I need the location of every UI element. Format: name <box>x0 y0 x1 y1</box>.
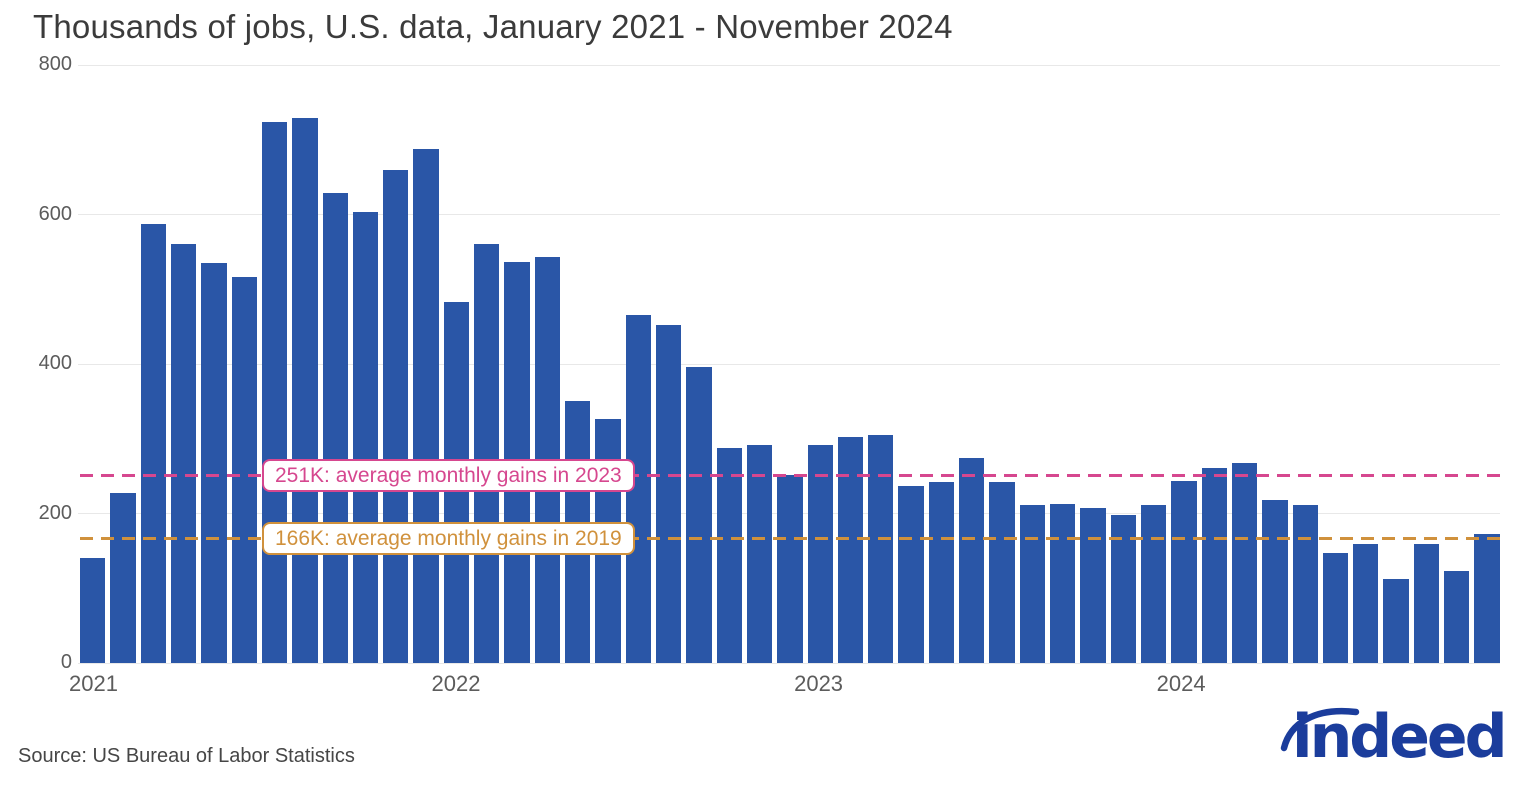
bar-nov-2021 <box>383 170 409 663</box>
bar-nov-2024 <box>1474 533 1500 663</box>
bar-sep-2024 <box>1413 544 1440 663</box>
y-axis-tick-label: 600 <box>38 202 72 225</box>
page-title: Thousands of jobs, U.S. data, January 20… <box>33 8 953 45</box>
bar-jul-2023 <box>989 482 1015 663</box>
bar-oct-2024 <box>1444 571 1470 663</box>
bar-may-2021 <box>201 263 227 663</box>
x-axis-year-label: 2022 <box>431 671 481 696</box>
bar-aug-2023 <box>1019 505 1045 663</box>
reference-line-avg-2023 <box>80 473 1500 477</box>
gridline-400 <box>78 363 1500 365</box>
bar-oct-2023 <box>1080 508 1106 663</box>
bar-jan-2024 <box>1171 481 1197 663</box>
bar-may-2024 <box>1292 505 1318 663</box>
bar-jan-2021 <box>80 558 106 663</box>
indeed-logo: indeed <box>1272 698 1508 782</box>
bars-group <box>80 65 1500 663</box>
bar-jun-2023 <box>959 458 985 663</box>
bar-aug-2022 <box>655 325 682 663</box>
bar-mar-2023 <box>868 435 894 663</box>
indeed-logo-text: indeed <box>1292 702 1508 772</box>
bar-jan-2023 <box>807 444 833 663</box>
bar-aug-2021 <box>292 118 318 663</box>
bar-feb-2021 <box>110 493 136 663</box>
bar-oct-2021 <box>352 212 379 663</box>
bar-dec-2022 <box>777 475 803 663</box>
bar-sep-2022 <box>686 367 712 663</box>
reference-line-label-avg-2023: 251K: average monthly gains in 2023 <box>262 458 635 492</box>
y-axis-tick-label: 400 <box>38 352 72 374</box>
bar-jul-2024 <box>1353 544 1379 663</box>
reference-line-avg-2019 <box>80 537 1500 541</box>
bar-dec-2021 <box>413 148 439 663</box>
gridline-600 <box>78 214 1500 215</box>
gridline-0 <box>78 662 1500 664</box>
bar-oct-2022 <box>716 448 742 663</box>
x-axis-year-label: 2024 <box>1156 671 1206 696</box>
bar-nov-2022 <box>746 445 773 663</box>
plot-area: 251K: average monthly gains in 2023 166K:… <box>78 64 1500 664</box>
indeed-logo-swoosh-icon <box>1280 707 1360 752</box>
bar-sep-2023 <box>1050 503 1076 663</box>
y-axis-tick-label: 0 <box>60 651 72 673</box>
bar-sep-2021 <box>322 192 348 663</box>
gridline-800 <box>78 64 1500 66</box>
bar-jun-2024 <box>1322 553 1349 663</box>
bar-feb-2022 <box>474 243 500 663</box>
bar-feb-2023 <box>837 437 864 663</box>
x-axis-year-label: 2023 <box>794 671 844 696</box>
bar-jun-2021 <box>231 277 257 663</box>
bar-feb-2024 <box>1201 467 1227 663</box>
bar-jul-2021 <box>261 121 288 663</box>
bar-mar-2021 <box>140 224 166 663</box>
y-axis-tick-label: 800 <box>38 53 72 75</box>
source-note: Source: US Bureau of Labor Statistics <box>18 745 355 767</box>
x-axis-year-label: 2021 <box>69 671 118 696</box>
bar-apr-2021 <box>170 244 197 663</box>
bar-apr-2023 <box>898 485 924 663</box>
reference-line-label-avg-2019: 166K: average monthly gains in 2019 <box>262 522 635 556</box>
bar-may-2023 <box>928 482 955 663</box>
bar-apr-2024 <box>1262 500 1288 663</box>
bar-dec-2023 <box>1140 504 1167 663</box>
y-axis-tick-label: 200 <box>38 501 72 524</box>
bar-aug-2024 <box>1383 578 1409 663</box>
bar-mar-2024 <box>1231 463 1258 663</box>
